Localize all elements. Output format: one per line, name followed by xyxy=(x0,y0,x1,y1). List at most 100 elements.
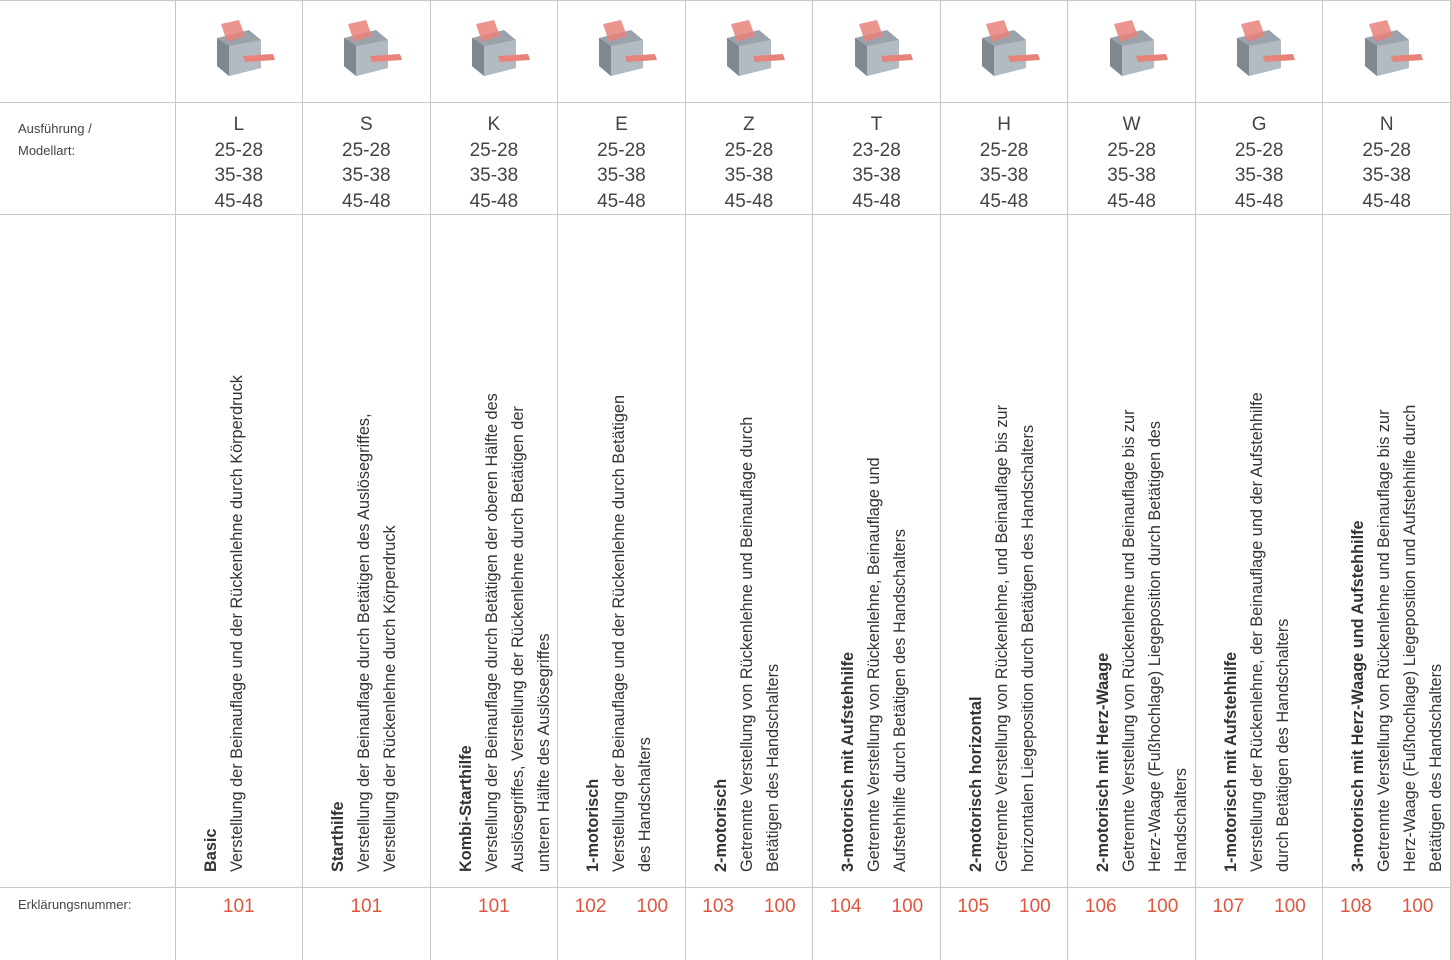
row-label: Ausführung / Modellart: xyxy=(18,121,92,158)
description-cell: 3-motorisch mit Herz-Waage und Aufstehhi… xyxy=(1322,214,1451,888)
model-cell: H 25-28 35-38 45-48 xyxy=(939,102,1069,215)
title-line: 2-motorisch horizontal xyxy=(963,227,989,873)
chair-icon xyxy=(1109,20,1168,76)
number-group: 101 xyxy=(431,888,558,918)
description-line: Betätigen des Handschalters xyxy=(763,663,782,872)
number-cell: 101 xyxy=(302,887,431,960)
description-line: Verstellung der Beinauflage durch Betäti… xyxy=(482,393,501,872)
explanation-number: 106 xyxy=(1084,896,1117,917)
size-range: 35-38 xyxy=(214,165,264,186)
size-range: 25-28 xyxy=(1234,139,1284,161)
model-cell: T 23-28 35-38 45-48 xyxy=(812,102,941,215)
description-line: horizontalen Liegeposition durch Betätig… xyxy=(1018,424,1037,872)
number-cell: 108 100 xyxy=(1322,887,1451,960)
description-line: des Handschalters xyxy=(636,737,655,872)
description-cell: 2-motorisch mit Herz-Waage Getrennte Vers… xyxy=(1067,214,1196,888)
size-range: 25-28 xyxy=(597,139,646,161)
size-range: 35-38 xyxy=(469,165,519,186)
size-range: 23-28 xyxy=(852,139,901,161)
image-cell xyxy=(302,0,431,103)
chair-icon xyxy=(471,20,530,76)
model-title: Basic xyxy=(201,828,220,872)
number-group: 102 100 xyxy=(558,888,685,918)
description-cell: Basic Verstellung der Beinauflage und der… xyxy=(174,214,304,888)
size-range: 45-48 xyxy=(1107,190,1156,212)
description-cell: 1-motorisch Verstellung der Beinauflage u… xyxy=(557,214,686,888)
chair-icon xyxy=(599,20,658,76)
chair-icon xyxy=(854,20,913,76)
size-range: 45-48 xyxy=(724,190,774,212)
description: 2-motorisch horizontal Getrennte Verstell… xyxy=(963,227,1041,872)
explanation-number: 100 xyxy=(1274,896,1306,917)
empty-cell xyxy=(0,214,176,888)
size-range: 35-38 xyxy=(1234,165,1284,186)
title-line: 3-motorisch mit Aufstehhilfe xyxy=(835,227,861,872)
chair-icon xyxy=(982,20,1041,76)
description-line: Getrennte Verstellung von Rückenlehne un… xyxy=(1120,409,1139,872)
row-label: Erklärungsnummer: xyxy=(18,897,132,912)
explanation-number: 101 xyxy=(350,896,383,917)
description: Starthilfe Verstellung der Beinauflage du… xyxy=(325,227,403,872)
image-cell xyxy=(939,0,1069,103)
description: Kombi-Starthilfe Verstellung der Beinaufl… xyxy=(453,227,557,872)
title-line: 1-motorisch xyxy=(580,227,606,872)
title-line: 1-motorisch mit Aufstehhilfe xyxy=(1218,227,1244,872)
description-line: Getrennte Verstellung von Rückenlehne, B… xyxy=(865,457,884,872)
explanation-number: 104 xyxy=(829,896,862,917)
model-title: 1-motorisch xyxy=(584,778,603,872)
number-group: 104 100 xyxy=(813,888,940,918)
description-line: Verstellung der Beinauflage und der Rück… xyxy=(227,375,246,872)
number-cell: 101 xyxy=(174,887,304,960)
description-line: Verstellung der Rückenlehne durch Körper… xyxy=(381,525,400,872)
size-range: 45-48 xyxy=(597,190,646,212)
title-line: 3-motorisch mit Herz-Waage und Aufstehhi… xyxy=(1345,227,1371,872)
number-cell: 103 100 xyxy=(684,887,814,960)
image-cell xyxy=(557,0,686,103)
size-range: 45-48 xyxy=(469,190,519,212)
model-cell: S 25-28 35-38 45-48 xyxy=(302,102,431,215)
description-line: Getrennte Verstellung von Rückenlehne un… xyxy=(1375,409,1394,872)
description-line: unteren Hälfte des Auslösegriffes xyxy=(534,633,553,872)
size-range: 35-38 xyxy=(852,165,901,186)
number-group: 103 100 xyxy=(686,888,813,918)
description-line: Betätigen des Handschalters xyxy=(1427,663,1446,872)
row-label-cell: Erklärungsnummer: xyxy=(0,887,176,960)
explanation-number: 107 xyxy=(1212,896,1245,917)
number-group: 101 xyxy=(303,888,430,918)
model-code: K xyxy=(487,114,501,135)
size-range: 45-48 xyxy=(1234,190,1284,212)
image-cell xyxy=(429,0,559,103)
model-cell: G 25-28 35-38 45-48 xyxy=(1194,102,1324,215)
description-line: Verstellung der Rückenlehne, der Beinauf… xyxy=(1247,392,1266,872)
number-group: 101 xyxy=(176,888,303,918)
description: 2-motorisch Getrennte Verstellung von Rüc… xyxy=(708,227,786,872)
size-range: 35-38 xyxy=(597,165,646,186)
row-label-cell: Ausführung / Modellart: xyxy=(0,102,176,215)
explanation-number: 100 xyxy=(1146,896,1179,917)
size-range: 25-28 xyxy=(469,139,519,161)
description-cell: 1-motorisch mit Aufstehhilfe Verstellung … xyxy=(1194,214,1324,888)
explanation-number: 108 xyxy=(1340,896,1372,917)
explanation-number: 101 xyxy=(478,896,510,917)
model-code: H xyxy=(997,114,1011,135)
model-cell: W 25-28 35-38 45-48 xyxy=(1067,102,1196,215)
description-cell: 3-motorisch mit Aufstehhilfe Getrennte Ve… xyxy=(812,214,941,888)
model-title: Starthilfe xyxy=(329,801,348,872)
model-title: 2-motorisch horizontal xyxy=(966,696,985,873)
description-line: Getrennte Verstellung von Rückenlehne, u… xyxy=(992,404,1011,872)
size-range: 35-38 xyxy=(1107,165,1156,186)
number-group: 106 100 xyxy=(1068,888,1195,918)
title-line: Starthilfe xyxy=(325,227,351,872)
description-cell: 2-motorisch Getrennte Verstellung von Rüc… xyxy=(684,214,814,888)
number-cell: 101 xyxy=(429,887,559,960)
chair-icon xyxy=(726,20,785,76)
model-cell: N 25-28 35-38 45-48 xyxy=(1322,102,1451,215)
title-line: 2-motorisch mit Herz-Waage xyxy=(1090,227,1116,872)
description-cell: 2-motorisch horizontal Getrennte Verstell… xyxy=(939,214,1069,888)
image-cell xyxy=(174,0,304,103)
image-cell xyxy=(812,0,941,103)
description-line: Verstellung der Beinauflage durch Betäti… xyxy=(355,413,374,872)
description: 3-motorisch mit Herz-Waage und Aufstehhi… xyxy=(1345,227,1449,872)
description: 1-motorisch Verstellung der Beinauflage u… xyxy=(580,227,658,872)
